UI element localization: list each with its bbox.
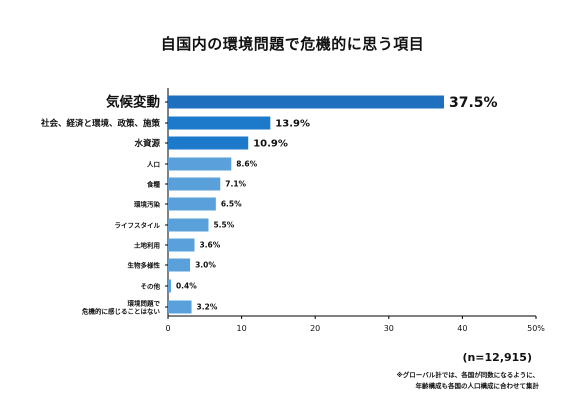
value-label-10: 3.2% — [197, 303, 218, 312]
category-label-9: その他 — [141, 281, 161, 290]
bar-3 — [168, 158, 231, 171]
bar-2 — [168, 137, 248, 150]
category-label-10-line-0: 環境問題で — [128, 298, 161, 307]
x-tick-label-5: 50% — [527, 324, 545, 333]
x-tick-label-2: 20 — [310, 324, 320, 333]
category-label-1: 社会、経済と環境、政策、施策 — [40, 118, 161, 129]
category-label-5: 環境汚染 — [134, 199, 161, 208]
bar-0 — [168, 96, 444, 109]
footnote-line-1: ※グローバル計では、各国が同数になるように、 — [396, 369, 539, 379]
bar-7 — [168, 239, 194, 252]
sample-size-note: (n=12,915) — [462, 351, 532, 364]
bar-4 — [168, 178, 220, 191]
bar-10 — [168, 301, 192, 314]
bar-5 — [168, 198, 216, 211]
value-label-4: 7.1% — [225, 180, 246, 189]
category-label-3: 人口 — [147, 159, 160, 168]
value-label-1: 13.9% — [275, 119, 310, 130]
bar-6 — [168, 219, 208, 232]
category-label-4: 食糧 — [146, 179, 161, 188]
category-label-10-line-1: 危機的に感じることはない — [81, 306, 161, 315]
bar-1 — [168, 117, 270, 130]
category-label-0: 気候変動 — [106, 94, 160, 111]
x-tick-label-3: 30 — [384, 324, 394, 333]
value-label-7: 3.6% — [199, 241, 220, 250]
x-tick-label-4: 40 — [457, 324, 467, 333]
value-label-5: 6.5% — [221, 200, 242, 209]
category-label-2: 水資源 — [133, 138, 160, 149]
value-label-9: 0.4% — [176, 282, 197, 291]
footnote-line-2: 年齢構成も各国の人口構成に合わせて集計 — [416, 380, 540, 390]
bar-8 — [168, 259, 190, 272]
value-label-6: 5.5% — [213, 221, 234, 230]
value-label-8: 3.0% — [195, 261, 216, 270]
bar-9 — [168, 280, 171, 293]
category-label-7: 土地利用 — [134, 240, 160, 249]
x-tick-label-1: 10 — [237, 324, 247, 333]
category-label-8: 生物多様性 — [128, 260, 161, 269]
value-label-3: 8.6% — [236, 160, 257, 169]
value-label-0: 37.5% — [449, 95, 498, 111]
category-label-6: ライフスタイル — [115, 220, 161, 229]
value-label-2: 10.9% — [253, 139, 288, 150]
x-tick-label-0: 0 — [165, 324, 170, 333]
